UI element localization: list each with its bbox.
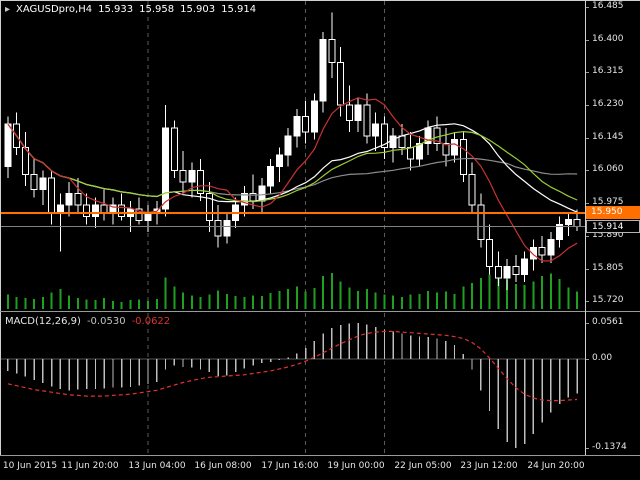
macd-indicator-panel[interactable]: MACD(12,26,9) -0.0530 -0.0622 bbox=[0, 312, 585, 455]
axis-tick bbox=[586, 137, 589, 139]
axis-separator bbox=[585, 0, 586, 455]
time-axis-label: 16 Jun 08:00 bbox=[194, 461, 252, 471]
price-axis[interactable]: 15.950 15.914 16.485 16.400 16.315 16.230 16… bbox=[586, 0, 640, 455]
hline-price-tag: 15.950 bbox=[586, 205, 640, 219]
axis-tick bbox=[586, 170, 589, 172]
price-axis-label: 16.060 bbox=[592, 164, 624, 175]
time-axis-label: 22 Jun 05:00 bbox=[394, 461, 452, 471]
time-axis[interactable]: 10 Jun 2015 11 Jun 20:00 13 Jun 04:00 16 Ju… bbox=[0, 456, 640, 480]
axis-tick bbox=[586, 322, 589, 324]
axis-tick bbox=[586, 72, 589, 74]
price-axis-label: 15.975 bbox=[592, 197, 624, 208]
macd-indicator-header: MACD(12,26,9) -0.0530 -0.0622 bbox=[5, 316, 170, 327]
open-value: 15.933 bbox=[98, 4, 134, 15]
price-axis-label: 16.315 bbox=[592, 66, 624, 77]
symbol-ohlc-header: ▸ XAGUSDpro,H4 15.933 15.958 15.903 15.9… bbox=[5, 4, 256, 15]
macd-main-value: -0.0530 bbox=[86, 316, 126, 327]
price-axis-label: 16.230 bbox=[592, 98, 624, 109]
high-value: 15.958 bbox=[139, 4, 175, 15]
macd-signal-value: -0.0622 bbox=[131, 316, 171, 327]
candlestick-plot[interactable] bbox=[0, 0, 585, 311]
time-axis-label: 24 Jun 20:00 bbox=[527, 461, 585, 471]
price-axis-label: 15.720 bbox=[592, 295, 624, 306]
low-value: 15.903 bbox=[180, 4, 216, 15]
price-axis-label: 16.400 bbox=[592, 33, 624, 44]
time-axis-label: 23 Jun 12:00 bbox=[460, 461, 518, 471]
one-click-trading-icon[interactable]: ▸ bbox=[5, 3, 11, 15]
axis-tick bbox=[586, 268, 589, 270]
frame-left-border bbox=[0, 0, 1, 455]
price-axis-label: 0.0561 bbox=[592, 316, 624, 327]
close-value: 15.914 bbox=[221, 4, 257, 15]
time-axis-separator bbox=[0, 455, 640, 456]
bid-price-tag: 15.914 bbox=[586, 219, 640, 233]
time-axis-label: 11 Jun 20:00 bbox=[61, 461, 119, 471]
axis-tick bbox=[586, 39, 589, 41]
macd-plot[interactable] bbox=[0, 312, 585, 455]
price-axis-label: 16.485 bbox=[592, 0, 624, 11]
time-axis-label: 13 Jun 04:00 bbox=[128, 461, 186, 471]
time-axis-label: 10 Jun 2015 bbox=[2, 461, 58, 471]
symbol-period-label: XAGUSDpro,H4 bbox=[16, 4, 93, 15]
price-axis-label: 0.00 bbox=[592, 353, 613, 364]
axis-tick bbox=[586, 104, 589, 106]
axis-tick bbox=[586, 235, 589, 237]
price-axis-label: 16.145 bbox=[592, 131, 624, 142]
time-axis-label: 19 Jun 00:00 bbox=[327, 461, 385, 471]
macd-label: MACD(12,26,9) bbox=[5, 316, 81, 327]
axis-tick bbox=[586, 448, 589, 450]
price-axis-label: -0.1374 bbox=[592, 442, 627, 453]
axis-tick bbox=[586, 203, 589, 205]
axis-tick bbox=[586, 359, 589, 361]
price-axis-label: 15.805 bbox=[592, 262, 624, 273]
panel-separator[interactable] bbox=[0, 311, 640, 312]
time-axis-label: 17 Jun 16:00 bbox=[261, 461, 319, 471]
frame-top-border bbox=[0, 0, 640, 1]
price-chart-panel[interactable]: ▸ XAGUSDpro,H4 15.933 15.958 15.903 15.9… bbox=[0, 0, 585, 311]
price-axis-label: 15.890 bbox=[592, 229, 624, 240]
axis-tick bbox=[586, 6, 589, 8]
axis-tick bbox=[586, 301, 589, 303]
